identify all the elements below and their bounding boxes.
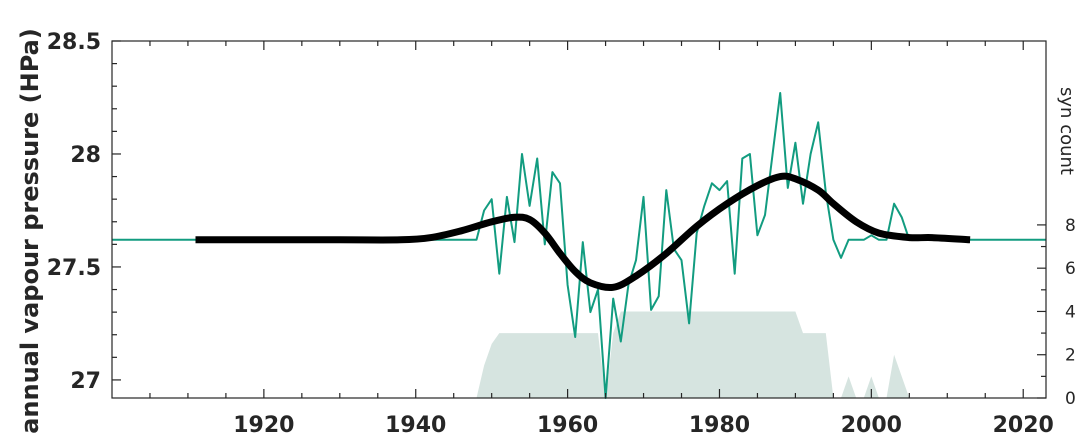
syn-count-area (112, 311, 1046, 398)
plot-frame (111, 40, 1047, 399)
x-tick-label: 1980 (689, 413, 750, 438)
axis-ticks (112, 40, 1046, 399)
x-tick-label: 1920 (233, 413, 294, 438)
tick-labels: 1920 1940 1960 1980 2000 2020 27 27.5 28 28.5 0 2 4 6… (47, 30, 1076, 438)
syn-count-area-shape (112, 311, 1046, 398)
smoothed-series-line (195, 172, 971, 292)
right-axis-label: syn count (1056, 87, 1077, 175)
plot-border (111, 40, 1047, 399)
y-tick-label: 27.5 (47, 256, 101, 281)
y-tick-label: 27 (70, 369, 101, 394)
x-tick-label: 1960 (537, 413, 598, 438)
x-tick-label: 2000 (841, 413, 902, 438)
y-axis-label: annual vapour pressure (HPa) (16, 28, 44, 434)
y-tick-label: 28.5 (47, 30, 101, 55)
smoothed-series-path (195, 172, 971, 292)
y-tick-label: 28 (70, 143, 101, 168)
y2-tick-label: 2 (1065, 346, 1076, 366)
y2-tick-label: 4 (1065, 302, 1076, 322)
y2-tick-label: 6 (1065, 259, 1076, 279)
x-tick-label: 1940 (385, 413, 446, 438)
x-tick-label: 2020 (993, 413, 1054, 438)
y2-tick-label: 8 (1065, 216, 1076, 236)
y2-tick-label: 0 (1065, 389, 1076, 409)
